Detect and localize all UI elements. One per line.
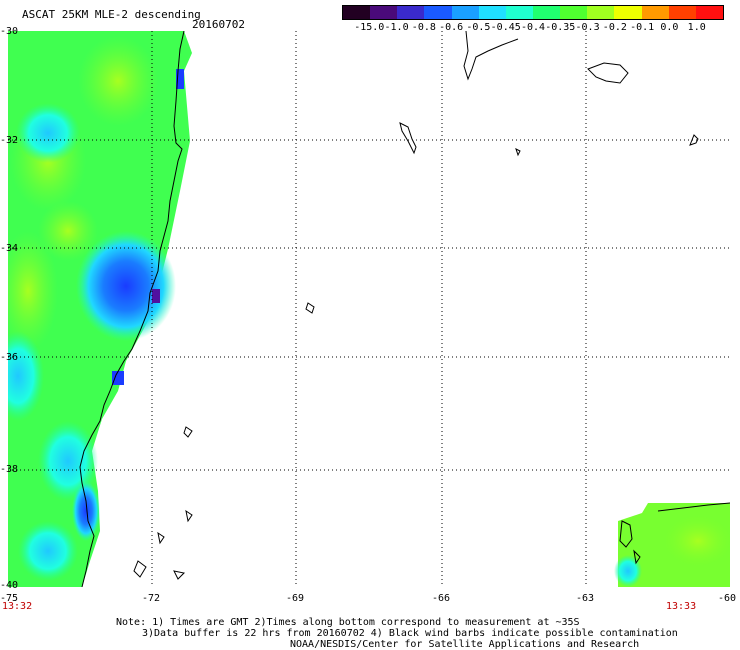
note-line-1: Note: 1) Times are GMT 2)Times along bot… [116,617,580,628]
wind-map [8,31,730,587]
colorbar-swatch [668,6,696,19]
colorbar-tick-label: 0.0 [660,22,679,33]
colorbar-swatch [695,6,723,19]
colorbar-tick-label: -1.0 [384,22,409,33]
lat-label: -40 [0,580,19,591]
colorbar-tick-label: -0.2 [602,22,627,33]
colorbar-tick-label: -0.6 [439,22,464,33]
colorbar-swatch [424,6,452,19]
time-label-left: 13:32 [2,601,33,612]
colorbar-swatch [641,6,669,19]
lat-label: -38 [0,464,19,475]
colorbar-tick-label: -0.8 [411,22,436,33]
colorbar [342,5,724,20]
colorbar-swatch [532,6,561,19]
colorbar-swatch [560,6,588,19]
lon-label: -63 [576,593,595,604]
time-label-right: 13:33 [666,601,697,612]
product-date: 20160702 [192,18,245,31]
product-title: ASCAT 25KM MLE-2 descending [22,8,201,21]
colorbar-tick-label: -0.5 [466,22,491,33]
lat-label: -36 [0,352,19,363]
lon-label: -72 [142,593,161,604]
note-line-3: NOAA/NESDIS/Center for Satellite Applica… [290,639,640,650]
coastline [79,31,730,587]
colorbar-swatch [451,6,479,19]
note-line-2: 3)Data buffer is 22 hrs from 20160702 4)… [142,628,678,639]
colorbar-swatch [614,6,642,19]
colorbar-swatch [478,6,506,19]
colorbar-swatch [343,6,371,19]
data-swath-right [614,503,730,587]
data-swath-left [8,31,192,587]
colorbar-swatch [505,6,533,19]
colorbar-tick-label: -0.35 [545,22,576,33]
colorbar-tick-label: -0.4 [520,22,546,33]
colorbar-tick-label: -15.0 [354,22,385,33]
lat-label: -34 [0,243,19,254]
colorbar-tick-label: -0.1 [630,22,655,33]
lon-label: -69 [286,593,305,604]
colorbar-swatch [370,6,398,19]
graticule [8,31,730,587]
lat-label: -30 [0,26,19,37]
colorbar-swatch [587,6,615,19]
lon-label: -75 [0,593,19,604]
colorbar-tick-label: -0.45 [490,22,521,33]
lat-label: -32 [0,135,19,146]
lon-label: -66 [432,593,451,604]
colorbar-tick-label: -0.3 [575,22,600,33]
colorbar-tick-label: 1.0 [687,22,706,33]
lon-label: -60 [718,593,737,604]
colorbar-swatch [397,6,425,19]
